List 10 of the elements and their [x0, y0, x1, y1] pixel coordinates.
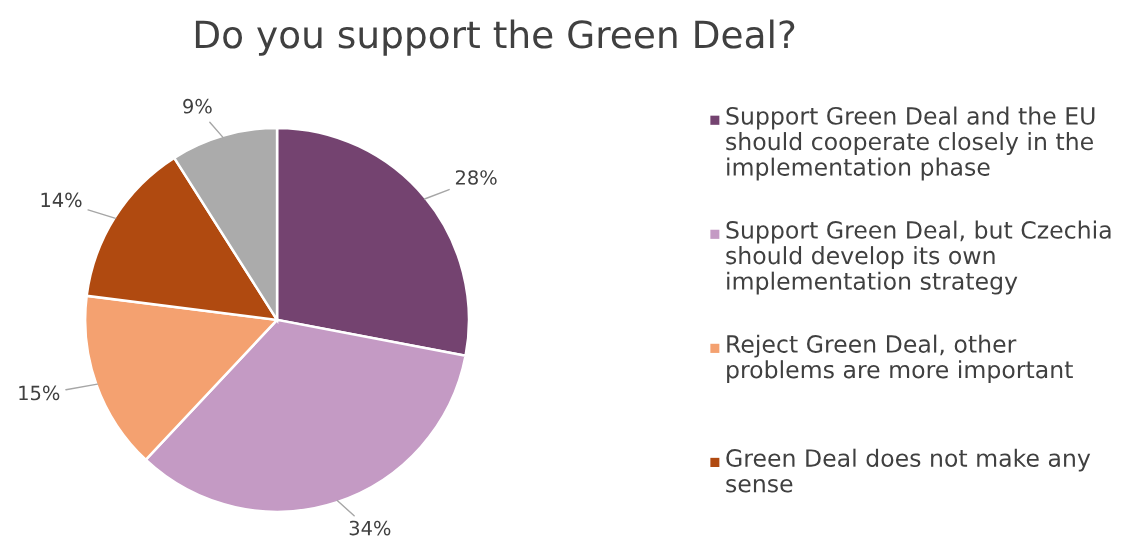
- data-label: 15%: [19, 385, 60, 401]
- legend-label: Support Green Deal, but Czechia should develop its own implementation strategy: [726, 220, 1111, 295]
- data-label: 28%: [455, 170, 497, 185]
- legend-label: Green Deal does not make any sense: [726, 448, 1091, 493]
- legend-label: Reject Green Deal, other problems are more important: [727, 334, 1073, 384]
- data-label: 14%: [41, 192, 82, 208]
- data-label: 9%: [183, 98, 212, 114]
- legend-label: Support Green Deal and the EU should cooperate closely in the implementation phase: [726, 106, 1095, 181]
- data-label: 34%: [349, 520, 391, 536]
- chart-title: Do you support the Green Deal?: [195, 19, 795, 56]
